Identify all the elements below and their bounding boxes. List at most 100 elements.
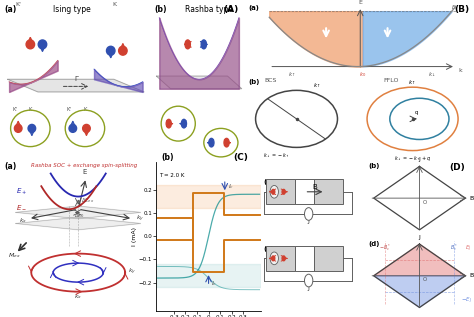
Text: $M_{ex}$: $M_{ex}$: [8, 251, 20, 260]
Text: $k_\downarrow=-k_\uparrow$: $k_\downarrow=-k_\uparrow$: [263, 151, 290, 160]
Text: $I_c$: $I_c$: [228, 182, 235, 191]
Text: B: B: [470, 196, 474, 201]
Text: (D): (D): [449, 163, 465, 172]
Text: K: K: [112, 2, 117, 7]
Bar: [266, 246, 295, 271]
Circle shape: [182, 119, 186, 128]
Text: J: J: [308, 218, 310, 224]
Text: $-B_c^*$: $-B_c^*$: [379, 243, 391, 253]
Polygon shape: [374, 276, 465, 307]
Bar: [266, 179, 295, 204]
Circle shape: [272, 190, 275, 194]
Text: (a): (a): [5, 162, 17, 171]
Bar: [314, 246, 343, 271]
Text: K': K': [67, 107, 72, 112]
Circle shape: [14, 124, 22, 133]
Circle shape: [270, 252, 278, 265]
Polygon shape: [8, 79, 144, 92]
Text: B: B: [470, 273, 474, 278]
Text: $E_+$: $E_+$: [16, 186, 27, 197]
Text: (d): (d): [368, 241, 380, 247]
Text: $k_y$: $k_y$: [136, 214, 145, 224]
Circle shape: [270, 185, 278, 198]
Circle shape: [209, 138, 214, 147]
Text: O: O: [423, 277, 427, 282]
Circle shape: [201, 40, 207, 49]
Text: $k_\uparrow$: $k_\uparrow$: [288, 71, 297, 80]
Circle shape: [282, 190, 285, 194]
Text: (a): (a): [5, 5, 17, 14]
Text: Rashba type: Rashba type: [185, 5, 233, 14]
Text: Ising type: Ising type: [53, 5, 91, 14]
Bar: [156, 264, 261, 288]
Circle shape: [272, 256, 275, 261]
Bar: [156, 185, 261, 208]
Text: Γ: Γ: [74, 76, 78, 82]
Text: $k_x$: $k_x$: [19, 216, 27, 225]
Text: J: J: [419, 157, 420, 162]
Text: E: E: [82, 169, 87, 175]
Circle shape: [304, 274, 313, 287]
Text: $k_\uparrow$: $k_\uparrow$: [313, 81, 321, 90]
Text: BCS: BCS: [264, 78, 277, 83]
Text: k: k: [458, 68, 462, 73]
Text: K: K: [83, 107, 87, 112]
Circle shape: [185, 40, 191, 49]
Circle shape: [166, 119, 171, 128]
Text: $k_\downarrow=-k_\uparrow+q$: $k_\downarrow=-k_\uparrow+q$: [394, 154, 431, 163]
Text: $k_\uparrow$: $k_\uparrow$: [409, 78, 417, 87]
Y-axis label: I (mA): I (mA): [133, 227, 137, 246]
Text: $B_c^*$: $B_c^*$: [450, 243, 458, 253]
Text: (b): (b): [162, 153, 174, 162]
Text: T = 2.0 K: T = 2.0 K: [159, 173, 184, 178]
Text: (c): (c): [264, 246, 274, 252]
Polygon shape: [16, 217, 141, 230]
Text: $\Delta E_{ex}$: $\Delta E_{ex}$: [82, 196, 95, 205]
Text: $E_F$: $E_F$: [451, 3, 459, 12]
Text: $I_c$: $I_c$: [211, 279, 217, 288]
Text: FFLO: FFLO: [383, 78, 399, 83]
Text: $-E_J$: $-E_J$: [461, 296, 472, 306]
Text: $E_J$: $E_J$: [465, 244, 472, 254]
Text: (b): (b): [249, 79, 260, 85]
Text: K': K': [12, 107, 17, 112]
Circle shape: [118, 46, 127, 55]
Text: $E_-$: $E_-$: [16, 204, 27, 211]
Text: (C): (C): [233, 153, 248, 162]
Polygon shape: [16, 206, 141, 219]
Circle shape: [26, 40, 35, 49]
Text: K: K: [29, 107, 32, 112]
Circle shape: [28, 124, 36, 133]
Polygon shape: [156, 76, 242, 89]
Text: (a): (a): [264, 179, 275, 185]
Text: (b): (b): [368, 163, 380, 169]
Text: $k_x$: $k_x$: [74, 292, 82, 301]
Text: Rashba SOC + exchange spin-splitting: Rashba SOC + exchange spin-splitting: [31, 163, 137, 168]
Circle shape: [282, 256, 285, 261]
Circle shape: [107, 46, 115, 55]
Circle shape: [304, 208, 313, 220]
Text: q: q: [414, 110, 418, 115]
Text: (B): (B): [454, 5, 469, 14]
Text: $\Delta k_0$: $\Delta k_0$: [73, 211, 84, 220]
Text: $k_0$: $k_0$: [359, 71, 366, 80]
Text: E: E: [358, 0, 362, 5]
Text: (a): (a): [249, 5, 260, 11]
Text: B: B: [312, 184, 317, 190]
Text: J: J: [308, 285, 310, 291]
Bar: [295, 246, 314, 271]
Circle shape: [38, 40, 47, 49]
Circle shape: [224, 138, 229, 147]
Text: J: J: [419, 235, 420, 240]
Bar: [295, 179, 314, 204]
Circle shape: [82, 124, 90, 133]
Text: (b): (b): [155, 5, 167, 14]
Text: O: O: [423, 200, 427, 205]
Bar: [314, 179, 343, 204]
Text: (A): (A): [224, 5, 239, 14]
Polygon shape: [374, 244, 465, 276]
Text: K': K': [15, 2, 21, 7]
Text: $k_\downarrow$: $k_\downarrow$: [428, 71, 437, 79]
Text: $k_y$: $k_y$: [128, 266, 137, 276]
Circle shape: [69, 124, 77, 133]
